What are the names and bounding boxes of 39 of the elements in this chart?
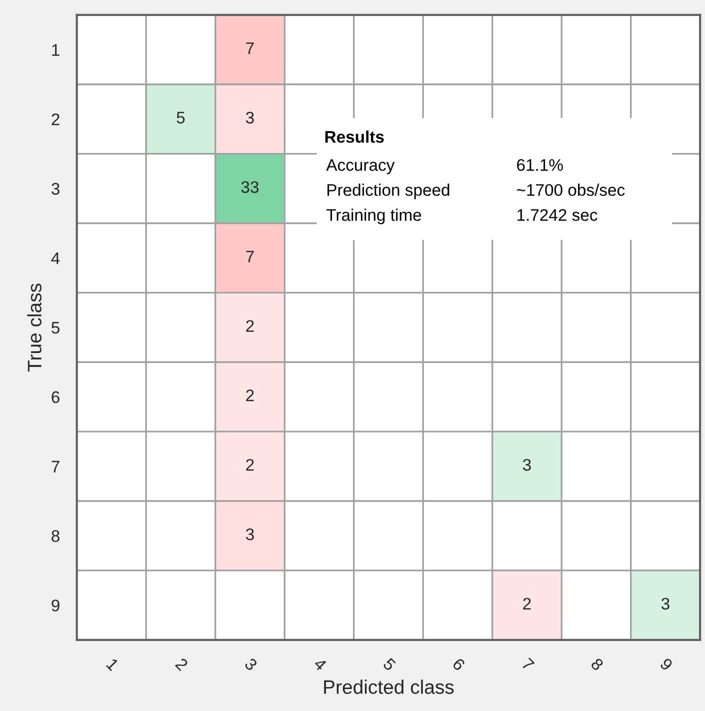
annotation: 61.1% [517,159,563,171]
x-tick-label: 9 [660,657,674,672]
x-axis-title: Predicted class [324,680,454,694]
data-label: 5 [176,112,185,124]
data-label: 7 [246,250,254,262]
x-tick-label: 7 [521,658,535,672]
data-label: 7 [246,42,254,54]
annotation: Results [325,130,384,143]
data-label: 2 [246,390,254,402]
x-tick-label: 3 [244,657,258,672]
annotation: Prediction speed [328,184,450,200]
data-label: 2 [246,458,254,471]
y-tick-label: 7 [52,460,60,472]
y-tick-label: 5 [52,322,60,334]
y-tick-label: 3 [52,182,60,195]
x-tick-label: 6 [452,657,466,672]
x-tick-label: 1 [106,658,120,672]
data-label: 33 [241,181,258,194]
data-label: 2 [246,320,254,332]
annotation: ~1700 obs/sec [516,184,625,196]
x-tick-label: 5 [382,657,396,672]
data-label: 3 [246,528,254,540]
y-axis-title: True class [27,284,42,372]
annotation: Training time [326,208,422,224]
y-tick-label: 9 [52,600,60,612]
annotation: Accuracy [326,159,395,174]
y-tick-label: 2 [52,113,60,126]
annotation: 1.7242 sec [517,209,598,221]
data-label: 3 [661,598,670,610]
y-tick-label: 6 [52,391,60,404]
x-tick-label: 8 [590,657,604,672]
data-label: 3 [522,458,531,471]
x-tick-label: 2 [174,657,189,672]
x-tick-label: 4 [313,657,328,672]
y-tick-label: 4 [51,252,60,264]
y-tick-label: 8 [52,530,60,542]
data-label: 2 [523,598,531,610]
y-tick-label: 1 [52,44,60,56]
data-label: 3 [246,112,254,124]
